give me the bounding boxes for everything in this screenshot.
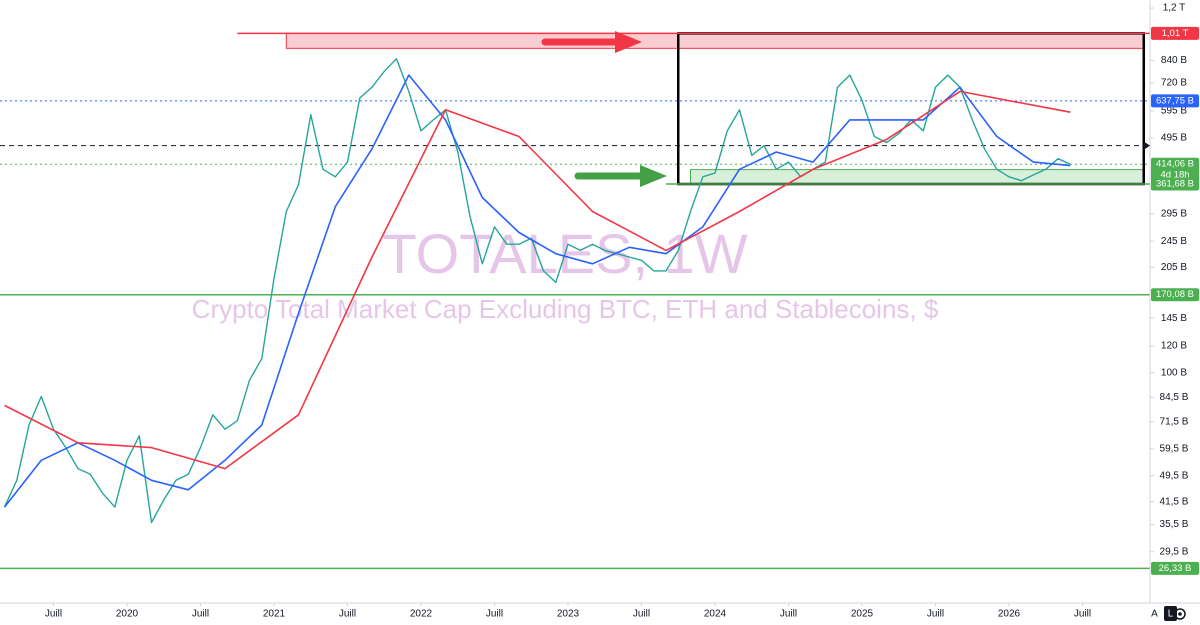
settings-icon[interactable]: [1174, 608, 1186, 620]
x-tick-label: Juill: [633, 609, 650, 620]
price-label-box: [1151, 177, 1199, 191]
y-tick-label: 720 B: [1161, 78, 1187, 89]
x-tick-label: Juill: [1074, 609, 1091, 620]
x-tick-label: Juill: [192, 609, 209, 620]
price-label-box: [1151, 26, 1199, 40]
level-marker: [1144, 141, 1150, 150]
zone: [690, 169, 1145, 185]
y-tick-label: 59,5 B: [1160, 443, 1189, 454]
x-tick-label: 2021: [263, 609, 286, 620]
price-label: 637,75 B: [1156, 95, 1194, 106]
y-tick-label: 1,2 T: [1163, 3, 1186, 14]
x-tick-label: 2024: [704, 609, 727, 620]
price-label: 414,06 B: [1156, 159, 1194, 170]
price-label: 361,68 B: [1156, 179, 1194, 190]
price-label: 1,01 T: [1162, 28, 1189, 39]
x-tick-label: 2022: [410, 609, 433, 620]
y-tick-label: 35,5 B: [1160, 519, 1189, 530]
x-tick-label: 2026: [998, 609, 1021, 620]
price-label: 170,08 B: [1156, 289, 1194, 300]
scale-button[interactable]: L: [1168, 609, 1174, 620]
y-tick-label: 100 B: [1161, 367, 1187, 378]
y-tick-label: 595 B: [1161, 106, 1187, 117]
x-tick-label: 2020: [116, 609, 139, 620]
x-tick-label: Juill: [486, 609, 503, 620]
y-tick-label: 840 B: [1161, 55, 1187, 66]
x-tick-label: Juill: [927, 609, 944, 620]
y-tick-label: 120 B: [1161, 341, 1187, 352]
scale-button-bg[interactable]: [1148, 606, 1161, 621]
y-tick-label: 495 B: [1161, 133, 1187, 144]
scale-button-bg[interactable]: [1164, 606, 1177, 621]
zone: [285, 32, 1145, 49]
y-tick-label: 71,5 B: [1160, 416, 1189, 427]
series-line: [3, 74, 1071, 508]
price-label: 26,33 B: [1159, 563, 1192, 574]
green-arrow: [574, 165, 667, 187]
y-tick-label: 145 B: [1161, 313, 1187, 324]
x-tick-label: Juill: [780, 609, 797, 620]
x-tick-label: Juill: [45, 609, 62, 620]
x-tick-label: 2023: [557, 609, 580, 620]
y-tick-label: 41,5 B: [1160, 496, 1189, 507]
price-label-box: [1151, 157, 1199, 182]
red-arrow: [541, 31, 642, 53]
x-tick-label: Juill: [339, 609, 356, 620]
x-tick-label: 2025: [851, 609, 874, 620]
y-tick-label: 205 B: [1161, 262, 1187, 273]
price-countdown: 4d 18h: [1160, 170, 1189, 181]
watermark-subtitle: Crypto Total Market Cap Excluding BTC, E…: [192, 294, 939, 324]
y-tick-label: 295 B: [1161, 209, 1187, 220]
price-label-box: [1151, 561, 1199, 575]
y-tick-label: 245 B: [1161, 236, 1187, 247]
y-tick-label: 84,5 B: [1160, 392, 1189, 403]
series-line: [3, 58, 1071, 524]
price-label-box: [1151, 94, 1199, 108]
y-tick-label: 49,5 B: [1160, 470, 1189, 481]
scale-button[interactable]: A: [1151, 609, 1158, 620]
price-label-box: [1151, 288, 1199, 302]
series-line: [4, 90, 1071, 470]
y-tick-label: 29,5 B: [1160, 546, 1189, 557]
